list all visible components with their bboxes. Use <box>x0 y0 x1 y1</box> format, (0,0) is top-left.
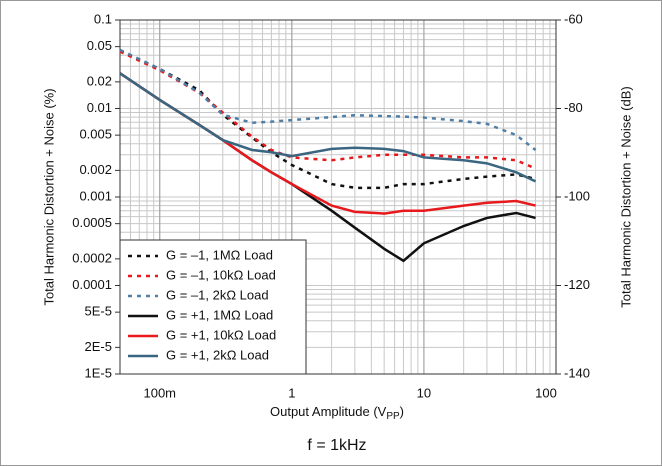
legend-box <box>119 239 307 375</box>
y-tick-label: 0.0001 <box>72 277 112 292</box>
legend-label: G = –1, 2kΩ Load <box>166 287 269 302</box>
y-tick-label: 0.002 <box>79 162 112 177</box>
legend-label: G = +1, 1MΩ Load <box>166 307 273 322</box>
y2-tick-label: -60 <box>564 11 583 26</box>
x-tick-label: 10 <box>417 385 431 400</box>
y-tick-label: 2E-5 <box>85 339 112 354</box>
footer: f = 1kHz <box>307 437 366 454</box>
y-axis-title: Total Harmonic Distortion + Noise (%) <box>41 88 56 305</box>
x-tick-label: 100 <box>535 385 557 400</box>
y-tick-label: 0.0005 <box>72 215 112 230</box>
legend-label: G = +1, 10kΩ Load <box>166 327 276 342</box>
y-tick-label: 0.1 <box>94 11 112 26</box>
y-tick-label: 0.02 <box>87 73 112 88</box>
y2-axis-title: Total Harmonic Distortion + Noise (dB) <box>618 86 633 307</box>
y-tick-label: 0.001 <box>79 188 112 203</box>
y2-tick-label: -120 <box>564 277 590 292</box>
legend-label: G = –1, 10kΩ Load <box>166 267 276 282</box>
x-axis-title-sub: PP <box>386 411 400 422</box>
series-line <box>119 48 537 151</box>
y-tick-label: 1E-5 <box>85 365 112 380</box>
y-tick-label: 0.05 <box>87 38 112 53</box>
y2-tick-label: -100 <box>564 188 590 203</box>
series-line <box>119 72 537 183</box>
plot-border <box>119 19 557 375</box>
y2-tick-label: -80 <box>564 100 583 115</box>
legend-label: G = –1, 1MΩ Load <box>166 247 273 262</box>
x-tick-label: 1 <box>288 385 295 400</box>
series-line <box>119 49 536 190</box>
x-axis-title-part: Output Amplitude (V <box>270 404 387 419</box>
x-axis-title-part: ) <box>400 404 404 419</box>
y-tick-label: 0.01 <box>87 100 112 115</box>
series-line <box>119 50 537 170</box>
x-axis-title: Output Amplitude (VPP) <box>270 404 404 421</box>
y2-tick-label: -140 <box>564 365 590 380</box>
x-tick-label: 100m <box>143 385 176 400</box>
legend-label: G = +1, 2kΩ Load <box>166 347 269 362</box>
y-tick-label: 0.0002 <box>72 250 112 265</box>
y-tick-label: 5E-5 <box>85 304 112 319</box>
y-tick-label: 0.005 <box>79 127 112 142</box>
